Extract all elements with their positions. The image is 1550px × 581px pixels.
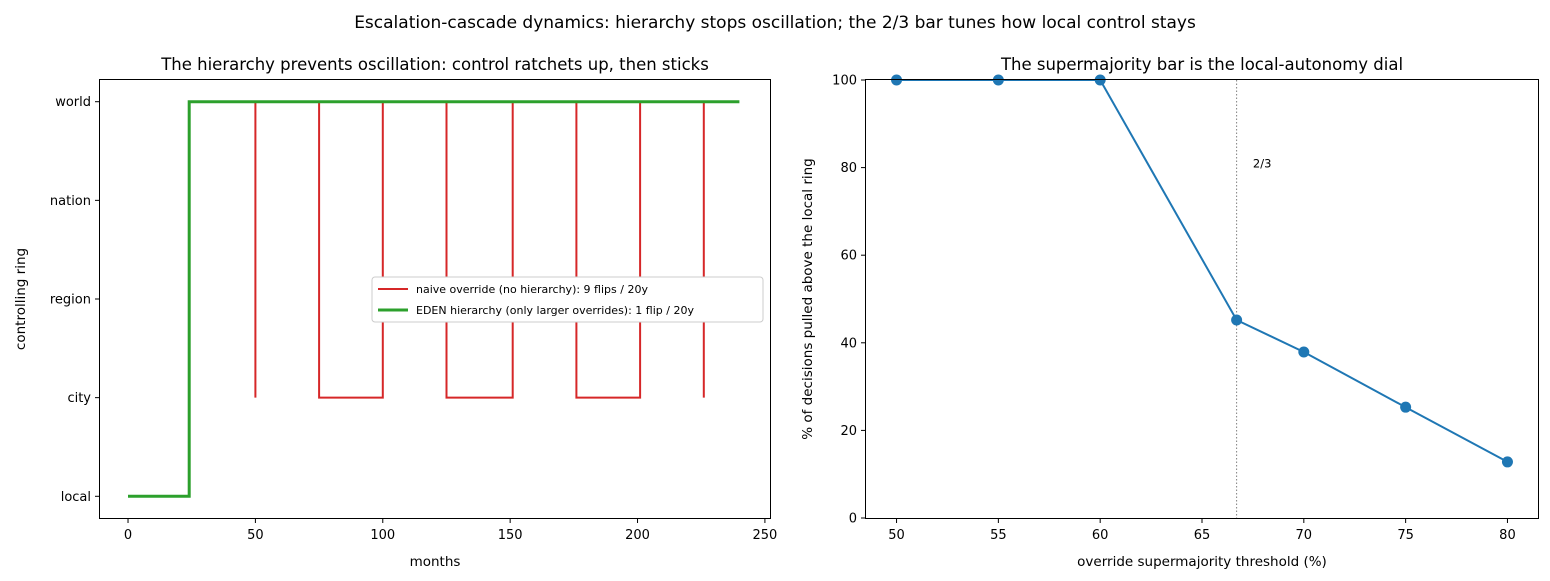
legend-box — [371, 276, 764, 323]
data-point — [1231, 314, 1243, 326]
panel-right: The supermajority bar is the local-auton… — [800, 55, 1539, 570]
left-legend: naive override (no hierarchy): 9 flips /… — [371, 276, 764, 323]
left-y-tick-label: region — [50, 293, 91, 308]
data-point — [1501, 456, 1513, 468]
right-y-tick-label: 40 — [840, 336, 857, 351]
right-y-axis-label: % of decisions pulled above the local ri… — [800, 158, 816, 440]
panel-left: The hierarchy prevents oscillation: cont… — [13, 55, 777, 570]
left-axes-frame — [99, 79, 771, 519]
right-axis-ticks: 50 55 60 65 70 75 80 0 20 40 60 80 100 — [832, 74, 1516, 544]
right-y-tick-label: 20 — [840, 424, 857, 439]
legend-label-naive: naive override (no hierarchy): 9 flips /… — [416, 283, 648, 296]
left-y-tick-label: world — [55, 95, 91, 110]
series-line-eden — [128, 100, 740, 498]
right-x-tick-label: 80 — [1499, 528, 1516, 543]
right-y-tick-label: 80 — [840, 161, 857, 176]
right-x-tick-label: 55 — [990, 528, 1007, 543]
series-line-threshold — [896, 79, 1508, 463]
left-chart-title: The hierarchy prevents oscillation: cont… — [160, 55, 709, 74]
figure-suptitle: Escalation-cascade dynamics: hierarchy s… — [354, 13, 1196, 33]
left-y-tick-label: local — [61, 490, 91, 505]
left-y-tick-label: city — [67, 391, 91, 406]
left-x-axis-label: months — [410, 554, 461, 570]
left-x-tick-label: 100 — [370, 528, 395, 543]
left-x-tick-label: 200 — [625, 528, 650, 543]
data-point — [1298, 346, 1310, 358]
left-series-layer — [128, 100, 740, 498]
right-y-tick-label: 60 — [840, 249, 857, 264]
legend-label-eden: EDEN hierarchy (only larger overrides): … — [416, 304, 694, 317]
right-annotations: 2/3 — [1236, 80, 1272, 518]
right-axes-frame — [865, 79, 1539, 519]
data-point — [1400, 401, 1412, 413]
right-x-tick-label: 65 — [1194, 528, 1211, 543]
left-x-tick-label: 150 — [498, 528, 523, 543]
left-x-tick-label: 0 — [124, 528, 132, 543]
right-y-tick-label: 100 — [832, 74, 857, 89]
right-x-tick-label: 70 — [1296, 528, 1313, 543]
left-axis-ticks: 0 50 100 150 200 250 local city region nation worl… — [50, 95, 777, 543]
threshold-annotation: 2/3 — [1253, 157, 1272, 171]
right-x-tick-label: 60 — [1092, 528, 1109, 543]
series-line-naive — [254, 100, 705, 399]
left-y-axis-label: controlling ring — [13, 248, 29, 350]
right-x-tick-label: 50 — [888, 528, 905, 543]
right-chart-title: The supermajority bar is the local-auton… — [1000, 55, 1403, 74]
right-x-axis-label: override supermajority threshold (%) — [1077, 554, 1327, 570]
left-x-tick-label: 50 — [247, 528, 264, 543]
right-y-tick-label: 0 — [849, 512, 857, 527]
right-x-tick-label: 75 — [1397, 528, 1414, 543]
right-series-layer — [891, 74, 1513, 468]
left-y-tick-label: nation — [50, 194, 91, 209]
left-x-tick-label: 250 — [752, 528, 777, 543]
